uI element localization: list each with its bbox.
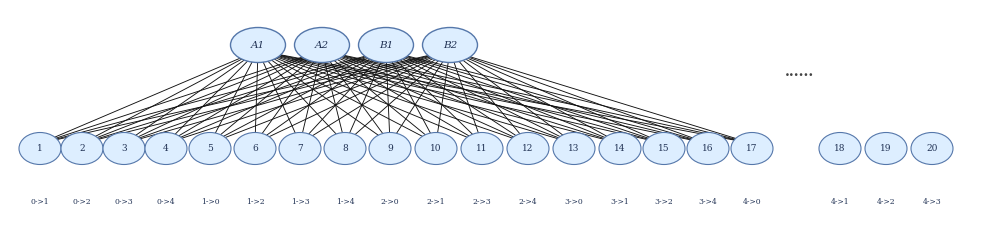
Text: 2->4: 2->4 xyxy=(519,198,537,207)
Text: 8: 8 xyxy=(342,144,348,153)
Text: 0->3: 0->3 xyxy=(115,198,133,207)
Text: ......: ...... xyxy=(785,65,815,79)
Text: 3: 3 xyxy=(121,144,127,153)
Ellipse shape xyxy=(19,133,61,164)
Text: 11: 11 xyxy=(476,144,488,153)
Ellipse shape xyxy=(358,27,414,63)
Ellipse shape xyxy=(507,133,549,164)
Text: 4->2: 4->2 xyxy=(877,198,895,207)
Ellipse shape xyxy=(553,133,595,164)
Ellipse shape xyxy=(599,133,641,164)
Text: A1: A1 xyxy=(251,40,265,50)
Text: A2: A2 xyxy=(315,40,329,50)
Text: 4->1: 4->1 xyxy=(831,198,849,207)
Text: 0->4: 0->4 xyxy=(157,198,175,207)
Ellipse shape xyxy=(687,133,729,164)
Text: 1->3: 1->3 xyxy=(291,198,309,207)
Text: 2->3: 2->3 xyxy=(473,198,491,207)
Ellipse shape xyxy=(422,27,478,63)
Ellipse shape xyxy=(294,27,350,63)
Ellipse shape xyxy=(369,133,411,164)
Text: 1: 1 xyxy=(37,144,43,153)
Text: 3->4: 3->4 xyxy=(699,198,717,207)
Text: 0->2: 0->2 xyxy=(73,198,91,207)
Ellipse shape xyxy=(865,133,907,164)
Text: 14: 14 xyxy=(614,144,626,153)
Text: 6: 6 xyxy=(252,144,258,153)
Text: 4->3: 4->3 xyxy=(923,198,941,207)
Text: 1->2: 1->2 xyxy=(246,198,264,207)
Text: 4: 4 xyxy=(163,144,169,153)
Ellipse shape xyxy=(911,133,953,164)
Text: 16: 16 xyxy=(702,144,714,153)
Text: 3->0: 3->0 xyxy=(565,198,583,207)
Ellipse shape xyxy=(103,133,145,164)
Text: 1->0: 1->0 xyxy=(201,198,219,207)
Text: 3->2: 3->2 xyxy=(655,198,673,207)
Ellipse shape xyxy=(145,133,187,164)
Text: 17: 17 xyxy=(746,144,758,153)
Ellipse shape xyxy=(731,133,773,164)
Text: 5: 5 xyxy=(207,144,213,153)
Text: B1: B1 xyxy=(379,40,393,50)
Ellipse shape xyxy=(189,133,231,164)
Ellipse shape xyxy=(230,27,286,63)
Ellipse shape xyxy=(324,133,366,164)
Text: 15: 15 xyxy=(658,144,670,153)
Ellipse shape xyxy=(819,133,861,164)
Ellipse shape xyxy=(643,133,685,164)
Text: 1->4: 1->4 xyxy=(336,198,354,207)
Text: 2: 2 xyxy=(79,144,85,153)
Text: 2->1: 2->1 xyxy=(427,198,445,207)
Ellipse shape xyxy=(461,133,503,164)
Text: 9: 9 xyxy=(387,144,393,153)
Ellipse shape xyxy=(234,133,276,164)
Text: 18: 18 xyxy=(834,144,846,153)
Text: B2: B2 xyxy=(443,40,457,50)
Text: 13: 13 xyxy=(568,144,580,153)
Text: 10: 10 xyxy=(430,144,442,153)
Ellipse shape xyxy=(415,133,457,164)
Text: 7: 7 xyxy=(297,144,303,153)
Ellipse shape xyxy=(61,133,103,164)
Text: 3->1: 3->1 xyxy=(611,198,629,207)
Text: 20: 20 xyxy=(926,144,938,153)
Text: 0->1: 0->1 xyxy=(31,198,49,207)
Text: 19: 19 xyxy=(880,144,892,153)
Text: 12: 12 xyxy=(522,144,534,153)
Text: 4->0: 4->0 xyxy=(743,198,761,207)
Text: 2->0: 2->0 xyxy=(381,198,399,207)
Ellipse shape xyxy=(279,133,321,164)
